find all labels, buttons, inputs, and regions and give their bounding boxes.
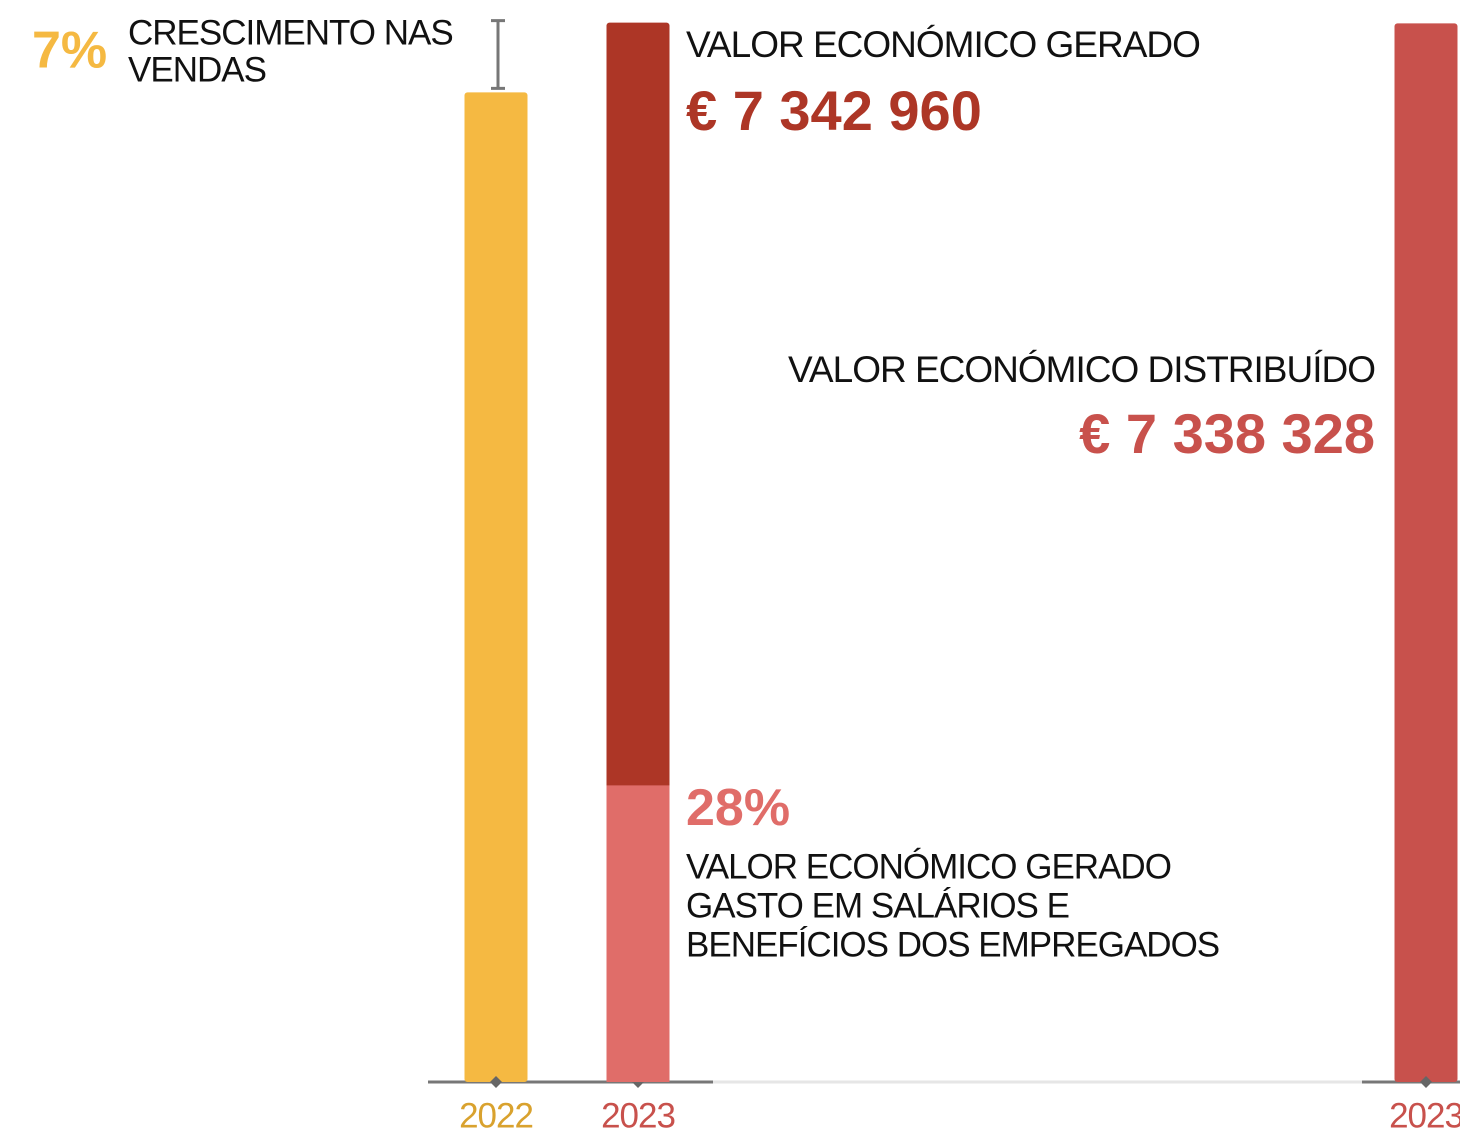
growth-value: 7% — [32, 22, 107, 80]
x-tick-label: 2023 — [1389, 1096, 1460, 1133]
distributed-label: VALOR ECONÓMICO DISTRIBUÍDO — [788, 349, 1375, 390]
bar — [1394, 23, 1458, 1083]
share-value: 28% — [686, 779, 790, 837]
growth-label: VENDAS — [128, 50, 266, 89]
axis-tick — [490, 1076, 502, 1088]
share-label: GASTO EM SALÁRIOS E — [686, 887, 1069, 926]
share-label: VALOR ECONÓMICO GERADO — [686, 848, 1171, 887]
growth-bracket — [491, 19, 505, 90]
distributed-value: € 7 338 328 — [1079, 402, 1375, 465]
share-segment — [606, 785, 670, 1082]
bar — [464, 92, 528, 1082]
x-tick-label: 2023 — [601, 1096, 675, 1133]
share-label: BENEFÍCIOS DOS EMPREGADOS — [686, 926, 1219, 965]
generated-value: € 7 342 960 — [686, 79, 982, 142]
growth-label: CRESCIMENTO NAS — [128, 13, 453, 52]
axis-tick — [1420, 1076, 1432, 1088]
x-tick-label: 2022 — [459, 1096, 533, 1133]
generated-label: VALOR ECONÓMICO GERADO — [686, 24, 1200, 65]
